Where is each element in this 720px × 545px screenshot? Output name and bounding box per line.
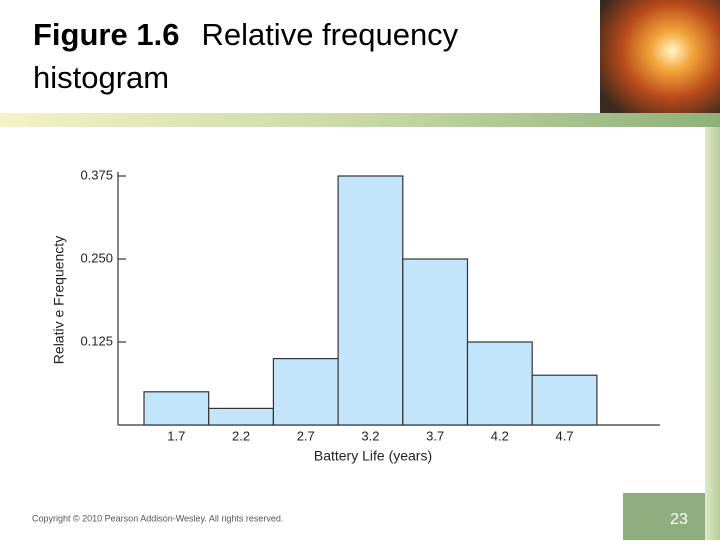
x-tick-label: 4.7	[556, 428, 574, 443]
x-axis-label: Battery Life (years)	[314, 448, 432, 464]
y-tick-label: 0.250	[80, 250, 113, 265]
side-strip	[705, 127, 720, 540]
page-number: 23	[670, 511, 688, 528]
title-text: Relative frequency	[201, 17, 458, 52]
y-tick-label: 0.375	[80, 167, 113, 182]
bar	[208, 407, 274, 426]
x-tick-label: 1.7	[167, 428, 185, 443]
x-tick-label: 2.2	[232, 428, 250, 443]
bar	[143, 391, 210, 426]
slide-title-line2: histogram	[33, 60, 169, 95]
header-image	[600, 0, 720, 113]
x-tick-label: 2.7	[297, 428, 315, 443]
bar	[466, 341, 533, 426]
x-tick-label: 3.2	[361, 428, 379, 443]
x-tick-label: 3.7	[426, 428, 444, 443]
bar	[337, 175, 404, 426]
header-band	[0, 113, 720, 127]
copyright: Copyright © 2010 Pearson Addison-Wesley.…	[32, 513, 283, 523]
bar	[272, 358, 339, 426]
bar	[402, 258, 469, 426]
slide-title: Figure 1.6 Relative frequency	[33, 17, 459, 52]
page-box	[623, 493, 705, 540]
bar	[531, 374, 598, 426]
title-bold: Figure 1.6	[33, 17, 179, 52]
y-axis-label: Relativ e Frequencty	[51, 236, 67, 364]
x-tick-label: 4.2	[491, 428, 509, 443]
y-tick-label: 0.125	[80, 333, 113, 348]
